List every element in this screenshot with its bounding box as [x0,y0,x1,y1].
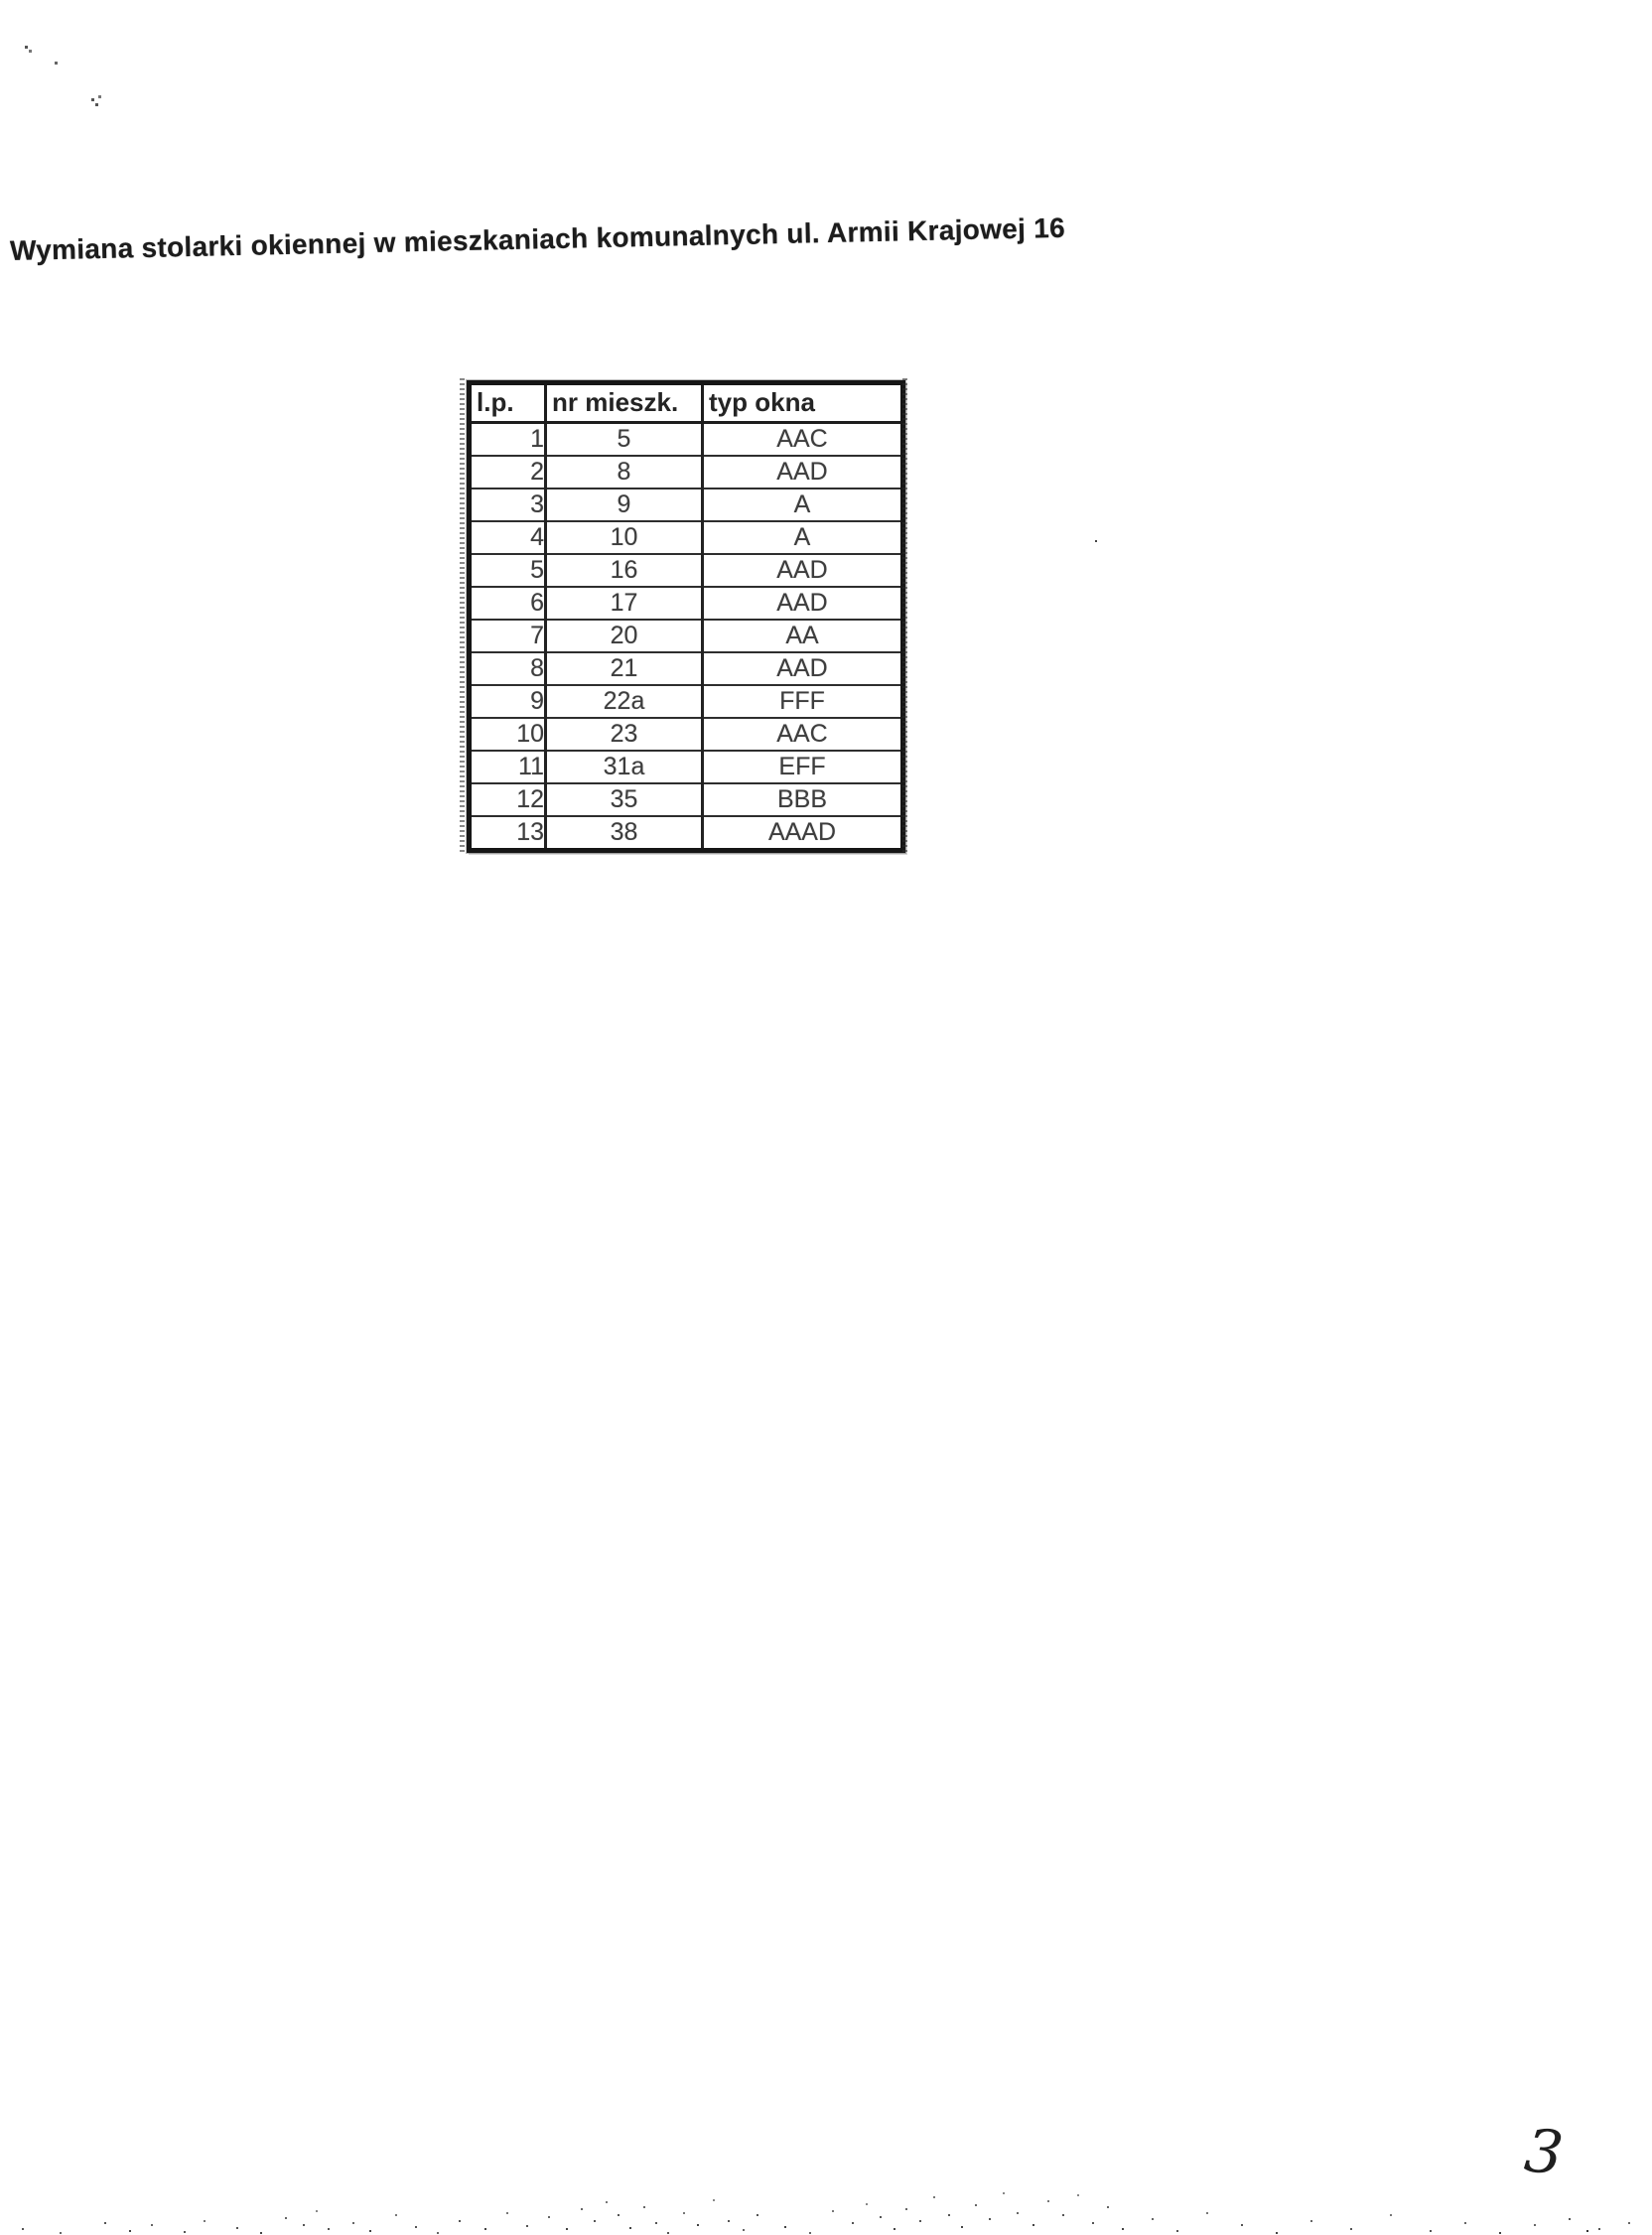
document-title: Wymiana stolarki okiennej w mieszkaniach… [9,211,1066,266]
table-body: 1 5 AAC 2 8 AAD 3 9 A 4 10 A [469,421,903,851]
cell-typ: AAC [702,717,903,751]
cell-lp: 2 [469,455,547,489]
table-row: 3 9 A [469,488,903,521]
cell-lp: 10 [469,717,547,751]
table-row: 9 22a FFF [469,684,903,718]
cell-nr: 8 [545,455,704,489]
cell-typ: AAD [702,651,903,685]
cell-nr: 23 [545,717,704,751]
cell-typ: AAD [702,455,903,489]
table-header-row: l.p. nr mieszk. typ okna [469,382,903,424]
table-row: 2 8 AAD [469,455,903,489]
cell-typ: EFF [702,750,903,783]
table-row: 5 16 AAD [469,553,903,587]
scan-artifact-right-edge [902,378,907,855]
table-row: 11 31a EFF [469,750,903,783]
cell-lp: 4 [469,520,547,554]
table-row: 10 23 AAC [469,717,903,751]
cell-typ: AAD [702,553,903,587]
table-row: 8 21 AAD [469,651,903,685]
cell-lp: 13 [469,815,547,851]
handwritten-page-number: 3 [1521,2116,1567,2189]
cell-lp: 11 [469,750,547,783]
cell-lp: 12 [469,782,547,816]
cell-nr: 5 [545,421,704,456]
cell-nr: 21 [545,651,704,685]
table-row: 13 38 AAAD [469,815,903,851]
table-row: 12 35 BBB [469,782,903,816]
cell-nr: 17 [545,586,704,620]
scan-artifact-left-edge [460,378,465,855]
cell-typ: AAC [702,421,903,456]
cell-nr: 9 [545,488,704,521]
cell-nr: 20 [545,619,704,652]
column-header-typ-okna: typ okna [702,382,903,424]
cell-typ: AAAD [702,815,903,851]
scan-noise-bottom [0,0,2,2]
cell-nr: 38 [545,815,704,851]
cell-nr: 16 [545,553,704,587]
cell-lp: 8 [469,651,547,685]
cell-nr: 10 [545,520,704,554]
cell-typ: BBB [702,782,903,816]
cell-lp: 3 [469,488,547,521]
cell-typ: A [702,520,903,554]
cell-nr: 35 [545,782,704,816]
cell-typ: AA [702,619,903,652]
table-row: 4 10 A [469,520,903,554]
cell-typ: FFF [702,684,903,718]
cell-nr: 31a [545,750,704,783]
window-type-table: l.p. nr mieszk. typ okna 1 5 AAC 2 8 AAD… [467,380,905,853]
cell-lp: 9 [469,684,547,718]
cell-lp: 6 [469,586,547,620]
cell-lp: 5 [469,553,547,587]
table-row: 7 20 AA [469,619,903,652]
table-row: 6 17 AAD [469,586,903,620]
table-row: 1 5 AAC [469,421,903,456]
cell-lp: 1 [469,421,547,456]
column-header-nr-mieszk: nr mieszk. [545,382,704,424]
table-container: l.p. nr mieszk. typ okna 1 5 AAC 2 8 AAD… [460,378,907,855]
cell-typ: A [702,488,903,521]
cell-typ: AAD [702,586,903,620]
column-header-lp: l.p. [469,382,547,424]
cell-lp: 7 [469,619,547,652]
cell-nr: 22a [545,684,704,718]
